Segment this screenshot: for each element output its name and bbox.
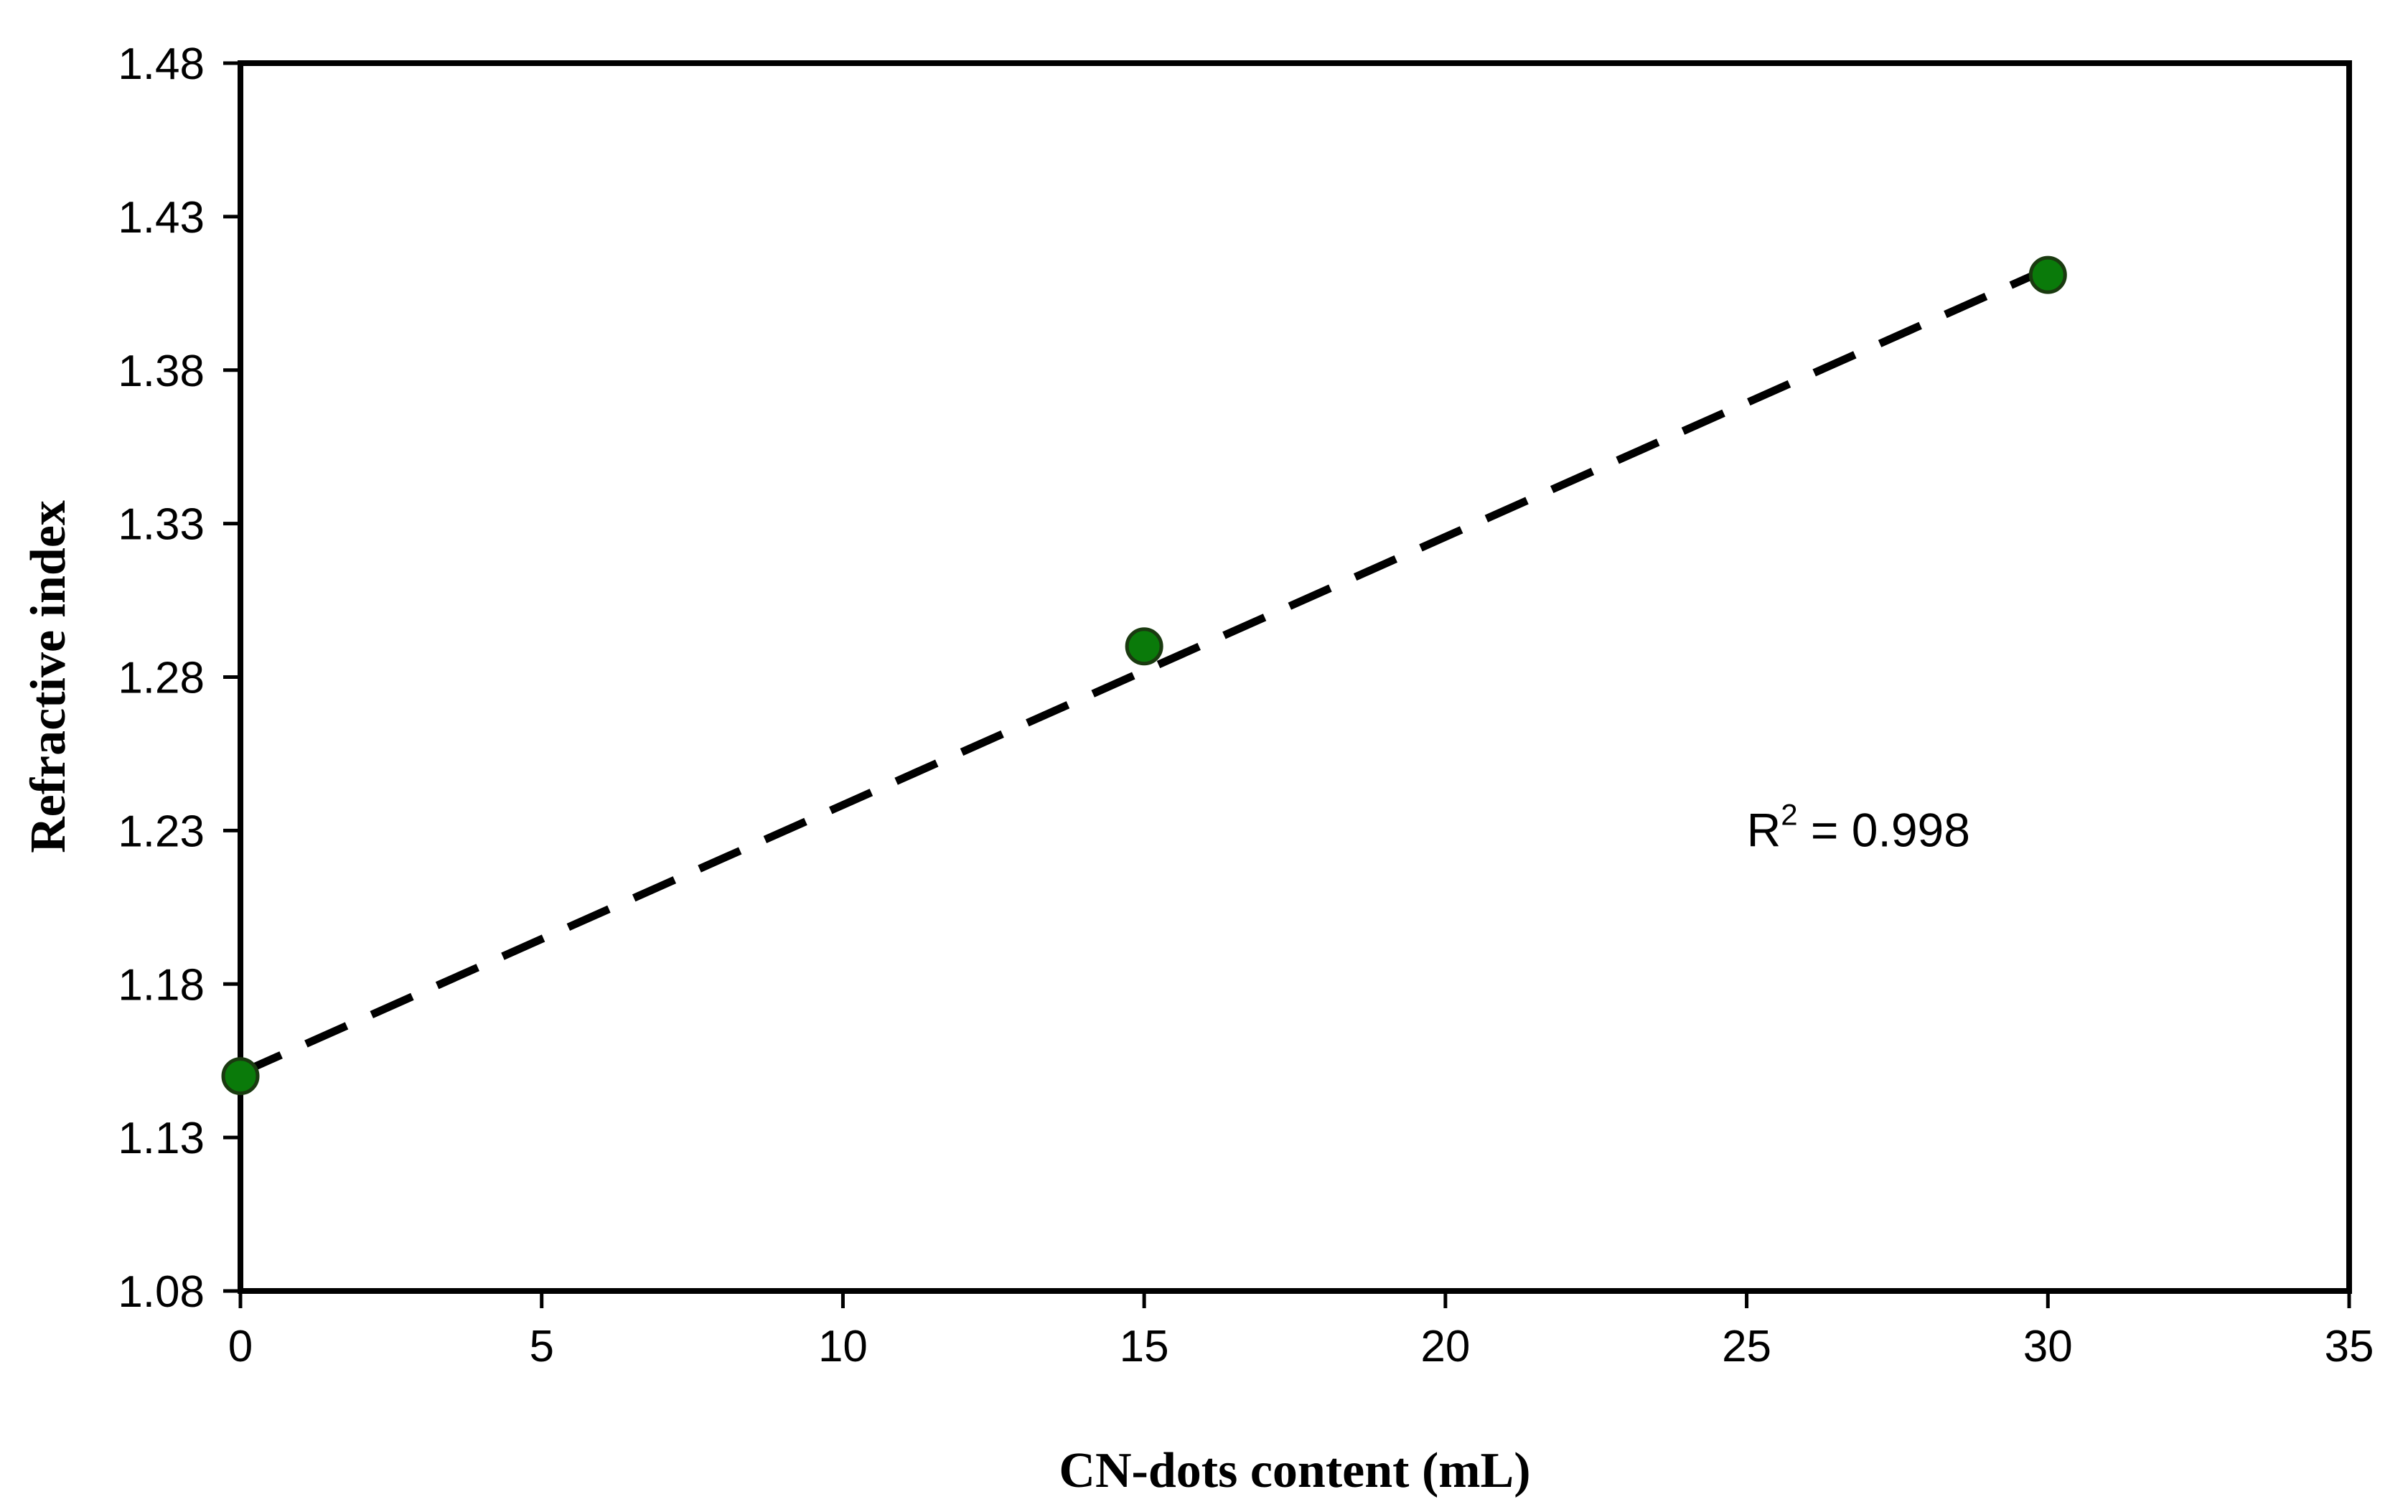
y-tick-label: 1.43: [118, 193, 205, 243]
x-tick-label: 0: [228, 1322, 253, 1371]
data-points: [221, 255, 2067, 1096]
r-squared-annotation: R2 = 0.998: [1747, 797, 1970, 856]
x-tick-label: 5: [529, 1322, 553, 1371]
x-tick-label: 25: [1722, 1322, 1771, 1371]
x-axis-title: CN-dots content (mL): [1059, 1443, 1530, 1498]
plot-area: [238, 60, 2352, 1294]
y-tick-label: 1.33: [118, 500, 205, 550]
y-tick-label: 1.13: [118, 1114, 205, 1163]
r-squared-superscript: 2: [1781, 797, 1797, 831]
data-point: [221, 1057, 260, 1096]
x-tick-label: 15: [1120, 1322, 1169, 1371]
data-point: [2028, 255, 2067, 294]
trendline-group: [238, 265, 2050, 1077]
y-axis-title: Refractive index: [21, 500, 76, 853]
x-tick-label: 35: [2325, 1322, 2374, 1371]
y-axis-ticks: 1.08 1.13 1.18 1.23 1.28 1.33 1.38 1.43 1.48: [118, 39, 240, 1317]
trendline: [238, 265, 2050, 1077]
x-tick-label: 20: [1420, 1322, 1470, 1371]
r-squared-value: = 0.998: [1798, 803, 1970, 856]
x-tick-label: 30: [2023, 1322, 2073, 1371]
y-tick-label: 1.38: [118, 347, 205, 396]
x-axis-ticks: 0 5 10 15 20 25 30 35: [228, 1291, 2374, 1371]
y-tick-label: 1.18: [118, 960, 205, 1010]
data-point: [1125, 627, 1163, 666]
y-tick-label: 1.28: [118, 654, 205, 703]
y-tick-label: 1.23: [118, 807, 205, 856]
r-squared-prefix: R: [1747, 803, 1781, 856]
y-tick-label: 1.48: [118, 39, 205, 89]
y-tick-label: 1.08: [118, 1267, 205, 1317]
x-tick-label: 10: [818, 1322, 868, 1371]
